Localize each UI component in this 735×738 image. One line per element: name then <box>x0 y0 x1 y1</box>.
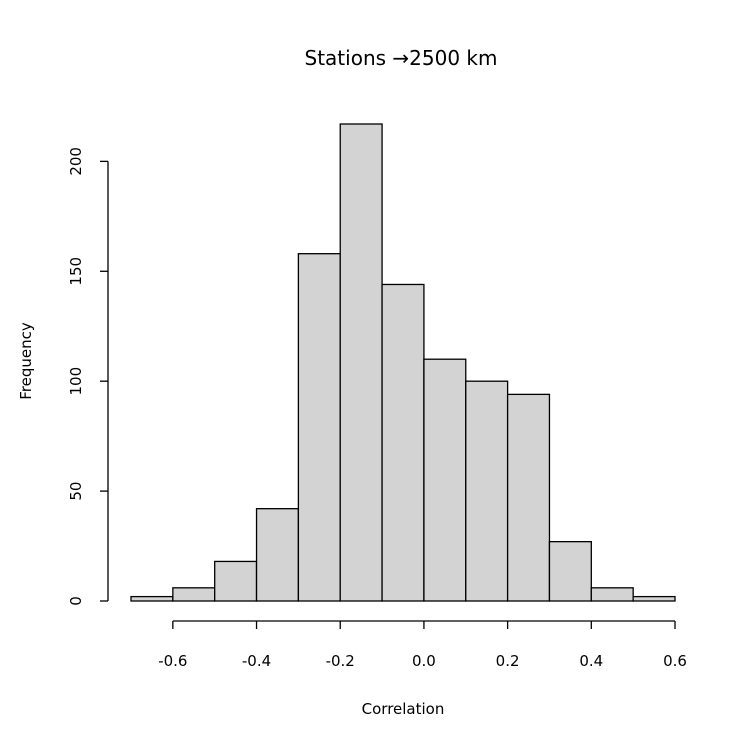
bars-group <box>130 123 676 602</box>
chart-title: Stations →2500 km <box>305 46 498 70</box>
x-axis-label: Correlation <box>362 700 445 718</box>
x-tick-label: 0.0 <box>412 652 436 670</box>
x-tick-label: -0.6 <box>158 652 187 670</box>
histogram-bar <box>632 595 676 602</box>
histogram-bar <box>297 253 341 602</box>
x-tick-label: 0.2 <box>496 652 520 670</box>
y-tick-label: 200 <box>67 147 85 176</box>
histogram-bar <box>465 380 509 602</box>
y-axis-label: Frequency <box>17 322 35 400</box>
y-tick-label: 0 <box>67 596 85 606</box>
x-tick-label: 0.6 <box>663 652 687 670</box>
y-axis: 0 50 100 150 200 <box>67 147 109 606</box>
x-tick-label: -0.4 <box>242 652 271 670</box>
y-tick-label: 150 <box>67 257 85 286</box>
histogram-bar <box>214 560 258 602</box>
y-tick-label: 100 <box>67 367 85 396</box>
histogram-bar <box>548 540 592 602</box>
y-tick-label: 50 <box>67 482 85 501</box>
x-tick-label: -0.2 <box>326 652 355 670</box>
histogram-bar <box>255 508 300 602</box>
histogram-bar <box>506 393 551 602</box>
histogram-bar <box>381 283 425 602</box>
histogram-bar <box>339 123 383 602</box>
x-axis: -0.6 -0.4 -0.2 0.0 0.2 0.4 0.6 <box>158 620 687 670</box>
x-tick-label: 0.4 <box>579 652 603 670</box>
histogram-bar <box>172 587 216 602</box>
histogram-bar <box>423 358 467 602</box>
histogram-bar <box>590 587 634 602</box>
histogram-bar <box>130 595 174 602</box>
